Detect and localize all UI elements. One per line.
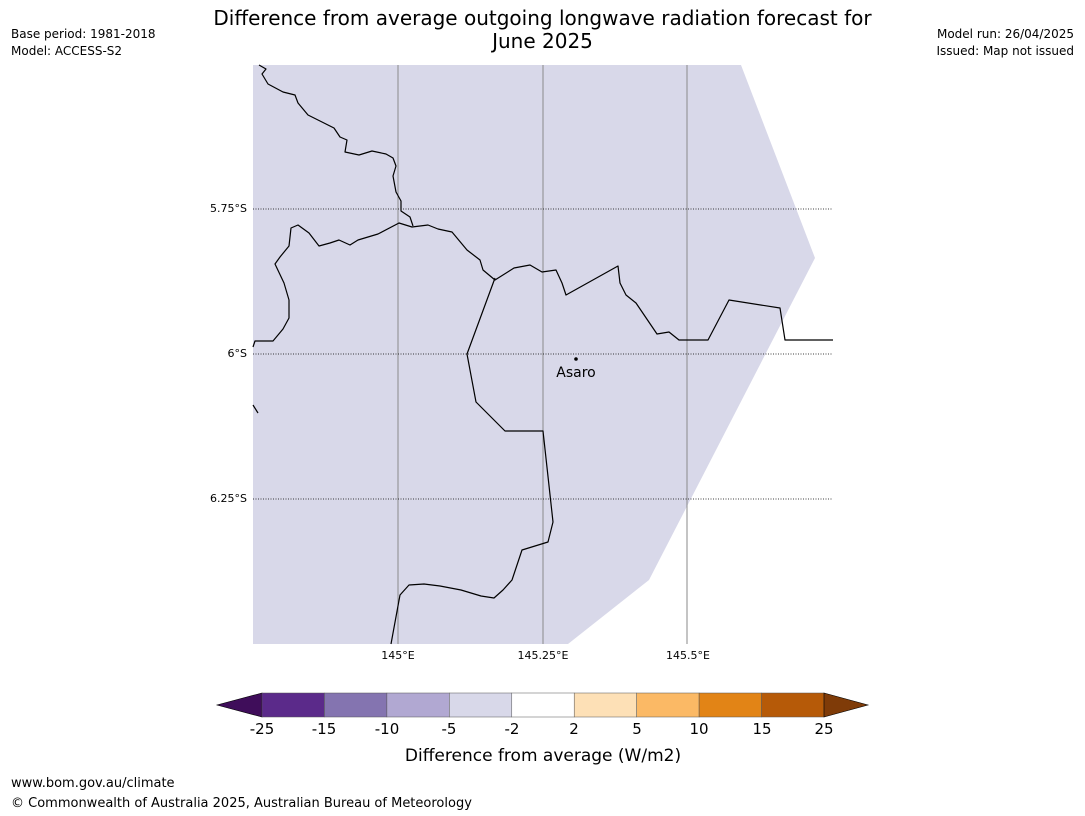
base-period-text: Base period: 1981-2018 [11, 27, 156, 41]
header-left: Base period: 1981-2018 Model: ACCESS-S2 [11, 26, 156, 60]
colorbar-extension-low [215, 692, 263, 718]
issued-text: Issued: Map not issued [936, 44, 1074, 58]
lon-label-145-5e: 145.5°E [666, 649, 710, 662]
colorbar-segment [449, 692, 513, 718]
colorbar-segment [636, 692, 700, 718]
colorbar-segment [573, 692, 637, 718]
boundary-west-fragment [252, 404, 259, 414]
header-right: Model run: 26/04/2025 Issued: Map not is… [936, 26, 1074, 60]
colorbar-label: Difference from average (W/m2) [404, 746, 682, 766]
colorbar-segment [761, 692, 825, 718]
place-label: Asaro [556, 365, 596, 381]
colorbar-tick: -5 [441, 720, 457, 738]
lon-label-145e: 145°E [381, 649, 415, 662]
colorbar-tick: -25 [249, 720, 275, 738]
colorbar-segment [261, 692, 325, 718]
lat-label-6s: 6°S [227, 347, 247, 360]
forecast-anomaly-area [253, 65, 815, 644]
lat-label-5-75s: 5.75°S [210, 202, 247, 215]
map-title: Difference from average outgoing longwav… [190, 7, 895, 53]
footer-url: www.bom.gov.au/climate [11, 776, 175, 791]
lat-label-6-25s: 6.25°S [210, 492, 247, 505]
footer-copyright: © Commonwealth of Australia 2025, Austra… [11, 796, 472, 811]
location-dot-icon [574, 357, 578, 361]
model-text: Model: ACCESS-S2 [11, 44, 123, 58]
latitude-gridlines [253, 208, 833, 500]
colorbar-tick: -10 [374, 720, 400, 738]
colorbar-tick: 2 [569, 720, 579, 738]
colorbar [215, 692, 870, 718]
forecast-map [252, 64, 833, 645]
colorbar-tick: 5 [632, 720, 642, 738]
colorbar-segment [511, 692, 575, 718]
colorbar-tick: 10 [689, 720, 709, 738]
colorbar-segment [386, 692, 450, 718]
model-run-text: Model run: 26/04/2025 [936, 27, 1074, 41]
title-line-1: Difference from average outgoing longwav… [213, 6, 872, 30]
title-line-2: June 2025 [492, 29, 593, 53]
boundary-southwest [390, 277, 554, 645]
colorbar-segment [324, 692, 388, 718]
colorbar-tick: 25 [814, 720, 834, 738]
boundary-north [258, 64, 414, 227]
boundary-lines [252, 64, 833, 645]
colorbar-tick: -15 [311, 720, 337, 738]
colorbar-tick: 15 [752, 720, 772, 738]
colorbar-tick: -2 [504, 720, 520, 738]
lon-label-145-25e: 145.25°E [517, 649, 569, 662]
boundary-central [252, 222, 833, 348]
colorbar-segment [698, 692, 762, 718]
colorbar-extension-high [823, 692, 870, 718]
longitude-gridlines [397, 65, 688, 644]
